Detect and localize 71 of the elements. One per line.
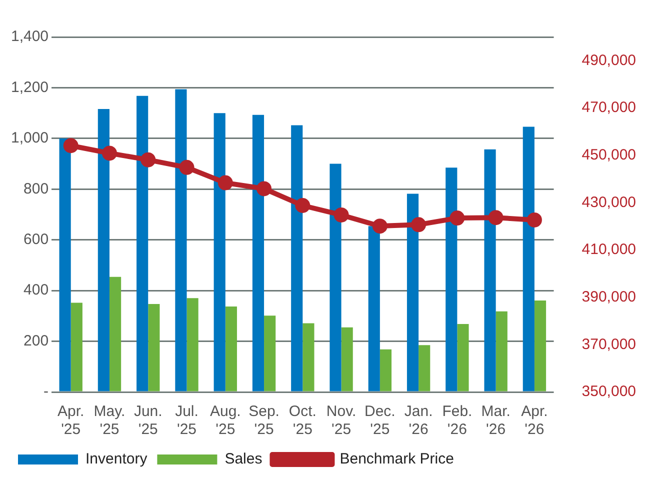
legend-label: Inventory [86, 450, 148, 468]
x-tick-label: Jun. '25 [134, 403, 162, 438]
y-tick-label: 1,000 [10, 130, 49, 147]
x-tick-label: Dec. '25 [364, 403, 396, 438]
y-tick-label: 1,200 [10, 78, 49, 96]
x-tick-label: Mar. '26 [481, 403, 510, 438]
point [488, 210, 504, 226]
legend-label: Benchmark Price [340, 450, 454, 468]
point [295, 198, 310, 214]
bar [341, 327, 353, 392]
point [140, 152, 156, 168]
x-tick-label: Oct. '25 [288, 403, 316, 438]
bar [264, 316, 276, 392]
x-tick-label: Sep. '25 [248, 403, 280, 438]
y2-tick-label: 470,000 [582, 99, 636, 116]
bar [148, 304, 160, 392]
bar [330, 164, 342, 392]
y2-tick-label: 350,000 [582, 383, 636, 400]
x-tick-label: Jul. '25 [175, 403, 198, 438]
bar [225, 306, 237, 392]
bar [109, 276, 122, 392]
bar [496, 311, 508, 392]
y2-tick-label: 450,000 [582, 146, 636, 164]
bar [59, 138, 71, 392]
y-tick-label: 1,400 [10, 28, 49, 46]
y2-tick-label: 390,000 [582, 288, 636, 306]
point [450, 210, 465, 226]
bar [186, 298, 198, 392]
point [102, 146, 117, 161]
x-tick-label: Jan. '26 [404, 403, 433, 438]
y2-tick-label: 370,000 [582, 336, 636, 353]
bar [418, 345, 430, 392]
point [411, 217, 426, 232]
x-tick-label: Feb. '26 [442, 403, 472, 438]
y2-tick-label: 490,000 [582, 52, 636, 69]
bar [302, 323, 314, 392]
bar [252, 114, 264, 392]
x-tick-label: Aug. '25 [210, 403, 241, 438]
legend-label: Sales [224, 450, 262, 468]
bar [484, 149, 496, 392]
y2-tick-label: 410,000 [582, 241, 636, 258]
y2-tick-label: 430,000 [582, 194, 636, 211]
point [334, 207, 349, 222]
bar [136, 96, 148, 392]
x-tick-label: Apr. '25 [58, 403, 84, 438]
point [256, 181, 272, 196]
point [179, 160, 194, 175]
bar [522, 126, 534, 392]
y-tick-label: - [44, 383, 49, 400]
y-tick-label: 200 [24, 332, 49, 350]
bar [175, 89, 187, 392]
y-tick-label: 600 [24, 231, 49, 248]
y-tick-label: 800 [24, 180, 49, 198]
point [63, 138, 78, 154]
bar [291, 125, 303, 392]
x-tick-label: Apr. '26 [521, 403, 548, 438]
bar [446, 168, 458, 392]
bar [406, 194, 419, 392]
x-tick-label: Nov. '25 [326, 403, 356, 438]
point [218, 175, 233, 190]
bar [534, 300, 546, 392]
bar [368, 226, 380, 392]
point [372, 218, 388, 234]
point [526, 212, 542, 228]
y-tick-label: 400 [24, 282, 49, 299]
x-tick-label: May. '25 [94, 403, 126, 438]
bar [98, 109, 110, 392]
bar [380, 349, 392, 392]
bar [70, 302, 82, 392]
bar [457, 324, 469, 392]
bar [214, 113, 226, 392]
